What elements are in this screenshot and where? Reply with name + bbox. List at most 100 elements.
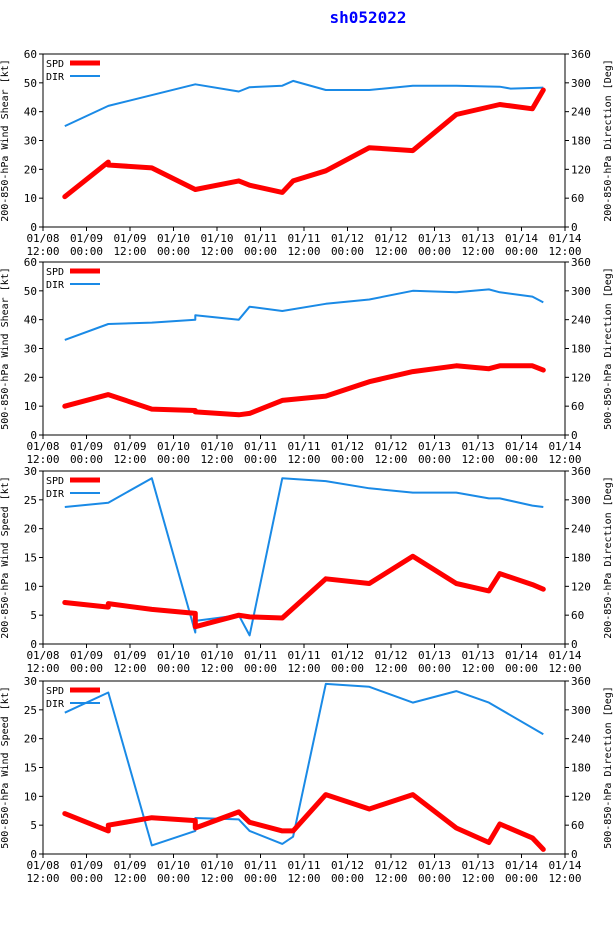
y-tick-label: 30 <box>24 343 37 356</box>
y2-tick-label: 120 <box>571 163 591 176</box>
y-tick-label: 50 <box>24 77 37 90</box>
x-tick-label-time: 00:00 <box>70 872 103 885</box>
y2-tick-label: 300 <box>571 494 591 507</box>
x-tick-label-time: 12:00 <box>374 662 407 675</box>
x-tick-label-date: 01/12 <box>374 440 407 453</box>
legend-label-dir: DIR <box>46 280 65 291</box>
x-tick-label-date: 01/12 <box>331 859 364 872</box>
legend-label-spd: SPD <box>46 59 64 70</box>
y-tick-label: 25 <box>24 704 37 717</box>
y2-tick-label: 0 <box>571 429 578 442</box>
x-tick-label-time: 12:00 <box>200 245 233 258</box>
y2-tick-label: 360 <box>571 465 591 478</box>
x-tick-label-date: 01/14 <box>548 232 581 245</box>
y-tick-label: 20 <box>24 371 37 384</box>
x-tick-label-date: 01/09 <box>70 859 103 872</box>
x-tick-label-date: 01/13 <box>461 440 494 453</box>
legend-label-spd: SPD <box>46 686 64 697</box>
x-tick-label-date: 01/14 <box>548 859 581 872</box>
x-tick-label-time: 00:00 <box>244 245 277 258</box>
x-tick-label-time: 00:00 <box>418 872 451 885</box>
y-tick-label: 0 <box>30 429 37 442</box>
x-tick-label-date: 01/10 <box>200 859 233 872</box>
y-tick-label: 5 <box>30 609 37 622</box>
x-tick-label-date: 01/08 <box>26 440 59 453</box>
y-tick-label: 15 <box>24 762 37 775</box>
x-tick-label-date: 01/09 <box>113 859 146 872</box>
x-tick-label-time: 00:00 <box>157 245 190 258</box>
x-tick-label-time: 00:00 <box>331 872 364 885</box>
x-tick-label-date: 01/13 <box>461 649 494 662</box>
x-tick-label-time: 12:00 <box>548 872 581 885</box>
x-tick-label-time: 12:00 <box>461 453 494 466</box>
x-tick-label-time: 12:00 <box>461 662 494 675</box>
x-tick-label-time: 12:00 <box>26 453 59 466</box>
x-tick-label-date: 01/09 <box>70 440 103 453</box>
x-tick-label-date: 01/14 <box>548 440 581 453</box>
x-tick-label-time: 00:00 <box>418 662 451 675</box>
x-tick-label-date: 01/12 <box>374 649 407 662</box>
y2-tick-label: 120 <box>571 790 591 803</box>
spd-series-line <box>62 553 546 630</box>
y2-axis-label: 200-850-hPa Direction [Deg] <box>603 476 614 639</box>
y-tick-label: 15 <box>24 552 37 565</box>
x-tick-label-date: 01/14 <box>505 649 538 662</box>
x-tick-label-time: 12:00 <box>113 245 146 258</box>
y-tick-label: 30 <box>24 675 37 688</box>
y-tick-label: 30 <box>24 135 37 148</box>
chart-title: sh052022 <box>329 8 407 27</box>
y2-tick-label: 0 <box>571 848 578 861</box>
x-tick-label-date: 01/09 <box>113 649 146 662</box>
y2-tick-label: 300 <box>571 704 591 717</box>
x-tick-label-date: 01/10 <box>200 440 233 453</box>
x-tick-label-date: 01/13 <box>418 440 451 453</box>
x-tick-label-date: 01/09 <box>113 440 146 453</box>
y2-tick-label: 180 <box>571 762 591 775</box>
x-tick-label-time: 00:00 <box>157 453 190 466</box>
x-tick-label-time: 12:00 <box>287 662 320 675</box>
y-tick-label: 0 <box>30 221 37 234</box>
y-axis-label: 200-850-hPa Wind Speed [kt] <box>0 476 11 639</box>
plot-frame <box>42 470 566 645</box>
x-tick-label-date: 01/13 <box>418 232 451 245</box>
x-tick-label-date: 01/12 <box>331 649 364 662</box>
x-tick-label-date: 01/11 <box>287 859 320 872</box>
x-tick-label-time: 00:00 <box>70 245 103 258</box>
x-tick-label-date: 01/14 <box>505 859 538 872</box>
legend-label-spd: SPD <box>46 267 64 278</box>
y-tick-label: 25 <box>24 494 37 507</box>
y2-tick-label: 360 <box>571 675 591 688</box>
x-tick-label-time: 00:00 <box>418 245 451 258</box>
x-tick-label-time: 12:00 <box>374 872 407 885</box>
y-tick-label: 40 <box>24 314 37 327</box>
y2-axis-label: 500-850-hPa Direction [Deg] <box>603 686 614 849</box>
x-tick-label-time: 00:00 <box>331 245 364 258</box>
y-tick-label: 30 <box>24 465 37 478</box>
x-tick-label-date: 01/08 <box>26 859 59 872</box>
y-tick-label: 20 <box>24 523 37 536</box>
x-tick-label-time: 00:00 <box>505 662 538 675</box>
x-tick-label-date: 01/12 <box>374 232 407 245</box>
x-tick-label-time: 12:00 <box>374 245 407 258</box>
x-tick-label-time: 00:00 <box>70 662 103 675</box>
x-tick-label-time: 12:00 <box>287 872 320 885</box>
x-tick-label-date: 01/11 <box>287 649 320 662</box>
x-tick-label-date: 01/10 <box>157 649 190 662</box>
x-tick-label-time: 12:00 <box>461 245 494 258</box>
x-tick-label-time: 12:00 <box>26 245 59 258</box>
x-tick-label-time: 12:00 <box>461 872 494 885</box>
y-tick-label: 0 <box>30 848 37 861</box>
y2-tick-label: 60 <box>571 819 584 832</box>
y2-tick-label: 360 <box>571 256 591 269</box>
x-tick-label-time: 12:00 <box>287 245 320 258</box>
x-tick-label-time: 00:00 <box>244 453 277 466</box>
y2-tick-label: 240 <box>571 106 591 119</box>
x-tick-label-date: 01/10 <box>157 440 190 453</box>
x-tick-label-time: 12:00 <box>113 662 146 675</box>
y-tick-label: 10 <box>24 580 37 593</box>
x-tick-label-date: 01/13 <box>418 649 451 662</box>
x-tick-label-time: 12:00 <box>200 453 233 466</box>
dir-series-line <box>64 682 544 847</box>
x-tick-label-date: 01/12 <box>331 232 364 245</box>
x-tick-label-time: 00:00 <box>505 872 538 885</box>
